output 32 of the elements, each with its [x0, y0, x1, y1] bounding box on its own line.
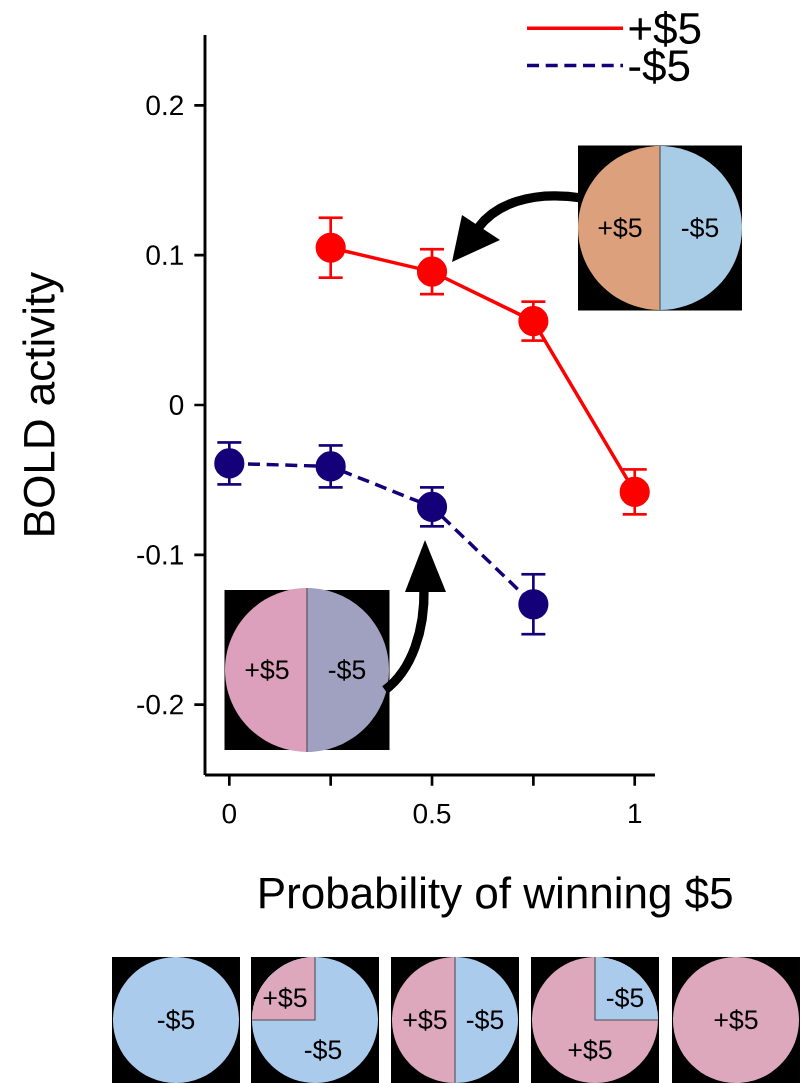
text: -$5	[304, 1039, 342, 1061]
text: +$5	[403, 1009, 447, 1031]
y-tick-label: 0	[169, 395, 184, 415]
y-tick-label: -0.2	[137, 694, 183, 715]
annotation: -$5	[328, 659, 366, 681]
text: +$5	[714, 1009, 758, 1031]
text: +$5	[263, 987, 307, 1009]
y-tick-label: -0.1	[137, 544, 183, 565]
point	[214, 448, 245, 479]
y-tick-label: 0.1	[146, 245, 183, 266]
point	[619, 476, 650, 507]
x-tick-label: 0.5	[413, 803, 451, 824]
x-axis-title: Probability of winning $5	[260, 875, 732, 918]
point	[315, 451, 346, 482]
text: -$5	[606, 987, 644, 1009]
text: -$5	[466, 1009, 504, 1031]
annotation: +$5	[245, 659, 289, 681]
point	[416, 256, 448, 287]
y-axis-title: BOLD activity	[22, 271, 64, 535]
point	[518, 306, 549, 337]
legend-label: +$5	[629, 11, 701, 47]
annotation: +$5	[598, 217, 642, 239]
point	[416, 491, 448, 522]
y-tick-label: 0.2	[146, 95, 183, 116]
x-tick-label: 1	[629, 803, 642, 823]
point	[518, 589, 549, 620]
text: +$5	[568, 1039, 612, 1061]
text: -$5	[681, 217, 719, 239]
point	[315, 232, 346, 263]
legend-label: -$5	[629, 48, 690, 84]
text: -$5	[157, 1009, 195, 1031]
x-tick-label: 0	[222, 803, 236, 824]
